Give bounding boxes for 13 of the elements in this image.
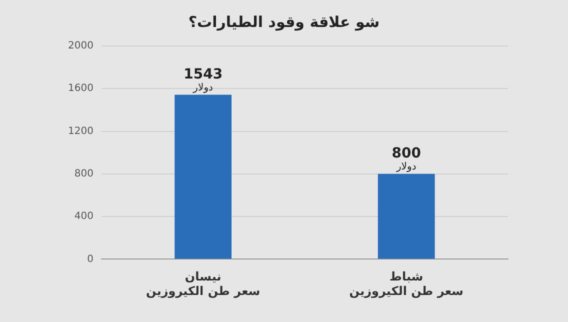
x-tick-label: نيسان سعر طن الكيروزين [146,270,260,298]
chart-title: شو علاقة وقود الطيارات؟ [188,12,380,31]
annotation: دولار [192,82,213,94]
x-tick-label: شباط سعر طن الكيروزين [349,270,464,298]
y-tick-label: 1200 [68,126,94,137]
y-tick-label: 0 [87,254,94,265]
y-tick-label: 800 [74,168,94,180]
annotation: دولار [395,162,416,173]
data-label: 1543 [184,66,223,82]
y-tick-label: 1600 [68,83,94,94]
y-tick-label: 400 [74,211,94,222]
y-tick-label: 2000 [68,40,94,52]
data-label: 800 [392,146,422,162]
